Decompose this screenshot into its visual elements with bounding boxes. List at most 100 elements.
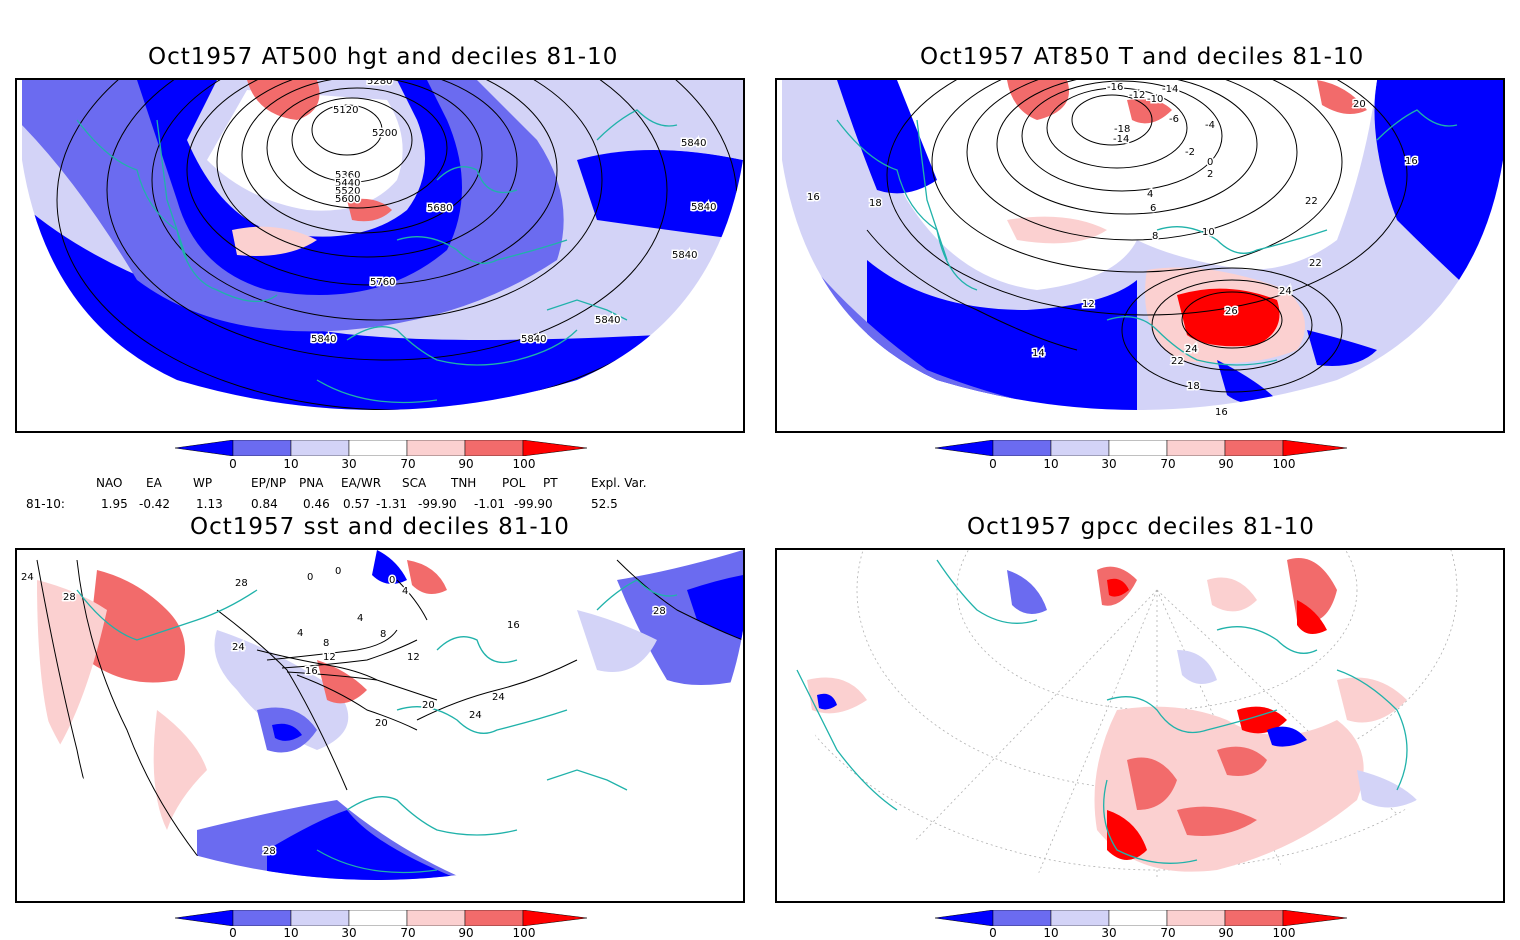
colorbar-segment	[348, 910, 408, 926]
colorbar-segment	[1050, 440, 1110, 456]
contour-label: 5360	[335, 170, 360, 181]
colorbar-segment	[348, 440, 408, 456]
contour-label: 4	[402, 586, 408, 597]
contour-label: 5840	[691, 202, 716, 213]
colorbar-tick-label: 30	[1101, 926, 1117, 940]
colorbar-segment	[1108, 440, 1168, 456]
colorbar-tick-label: 100	[1272, 457, 1296, 471]
colorbar-tick-label: 0	[229, 926, 237, 940]
colorbar-tick-label: 70	[1160, 926, 1176, 940]
colorbar-tick-label: 0	[229, 457, 237, 471]
decile-fill	[807, 558, 1417, 872]
map-panel-hgt500: 5120 5200 5280 5360 5440 5520 5600 5680 …	[15, 78, 745, 433]
contour-label: 5520	[335, 186, 360, 197]
index-row-label: 81-10:	[26, 497, 65, 511]
coastlines	[836, 109, 1458, 366]
index-value: -1.01	[474, 497, 506, 511]
index-header: NAO	[96, 476, 123, 490]
colorbar-arrow-low	[175, 910, 234, 926]
colorbar-tick-label: 0	[989, 926, 997, 940]
contour-label: 22	[1309, 258, 1322, 269]
colorbar-segment	[290, 910, 350, 926]
coastlines	[796, 559, 1408, 864]
index-header: PT	[543, 476, 558, 490]
colorbar-tick-label: 30	[341, 457, 357, 471]
contour-label: 5760	[370, 277, 395, 288]
contour-label: -4	[1205, 120, 1215, 131]
contour-label: -6	[1169, 114, 1179, 125]
colorbar-segment	[1050, 910, 1110, 926]
colorbar-tick-label: 30	[341, 926, 357, 940]
colorbar-svg	[935, 440, 1347, 456]
contour-label: 16	[807, 192, 820, 203]
index-value: 0.57	[343, 497, 370, 511]
contour-label: 18	[869, 198, 882, 209]
colorbar-tick-label: 10	[1043, 926, 1059, 940]
contour-label: 5840	[595, 315, 620, 326]
colorbar-segment	[1224, 910, 1284, 926]
colorbar-1	[175, 440, 587, 456]
contour-label: -10	[1147, 94, 1163, 105]
contour-label: 28	[63, 592, 76, 603]
colorbar-svg	[935, 910, 1347, 926]
colorbar-segment	[1224, 440, 1284, 456]
index-header: PNA	[299, 476, 324, 490]
contour-label: 5280	[367, 80, 392, 87]
colorbar-tick-label: 90	[1218, 926, 1234, 940]
contour-label: 24	[1279, 286, 1292, 297]
contour-label: 5200	[372, 128, 397, 139]
colorbar-tick-label: 90	[458, 457, 474, 471]
contour-label: 5120	[333, 105, 358, 116]
contour-label: 5840	[672, 250, 697, 261]
colorbar-segment	[992, 910, 1052, 926]
contour-label: 5600	[335, 194, 360, 205]
colorbar-segment	[232, 440, 292, 456]
colorbar-segment	[992, 440, 1052, 456]
contour-label: 26	[1225, 306, 1238, 317]
index-header: Expl. Var.	[591, 476, 647, 490]
colorbar-tick-label: 10	[1043, 457, 1059, 471]
contour-label: -2	[1185, 147, 1195, 158]
map-panel-t850: -16 -14 -12 -10 -6 -4 -2 0 2 4 6 8 10 12…	[775, 78, 1505, 433]
contour-label: 8	[380, 629, 386, 640]
colorbar-arrow-high	[522, 910, 587, 926]
decile-fill	[22, 80, 743, 410]
contour-label: 28	[263, 846, 276, 857]
contour-label: 4	[1147, 189, 1153, 200]
contour-label: 12	[407, 652, 420, 663]
contour-label: -16	[1107, 82, 1123, 93]
colorbar-segment	[1166, 440, 1226, 456]
colorbar-segment	[464, 910, 524, 926]
contour-label: 5680	[427, 203, 452, 214]
contour-label: 14	[1032, 348, 1045, 359]
colorbar-segment	[464, 440, 524, 456]
contour-label: 16	[1215, 407, 1228, 418]
contour-label: -14	[1162, 84, 1178, 95]
contour-label: 4	[357, 613, 363, 624]
panel-3-title: Oct1957 sst and deciles 81-10	[190, 514, 570, 540]
index-header: EA/WR	[341, 476, 382, 490]
contour-label: 0	[335, 566, 341, 577]
colorbar-tick-label: 90	[1218, 457, 1234, 471]
contour-label: 24	[469, 710, 482, 721]
colorbar-2	[935, 440, 1347, 456]
t850-map-svg: -16 -14 -12 -10 -6 -4 -2 0 2 4 6 8 10 12…	[782, 80, 1503, 420]
index-header: TNH	[451, 476, 477, 490]
contour-label: 20	[422, 700, 435, 711]
index-value: -99.90	[418, 497, 457, 511]
contour-label: 5840	[521, 334, 546, 345]
index-header: SCA	[402, 476, 427, 490]
contour-label: 16	[305, 666, 318, 677]
contour-label: 22	[1171, 356, 1184, 367]
contour-label: 24	[1185, 344, 1198, 355]
contour-label: 5440	[335, 178, 360, 189]
index-value: 52.5	[591, 497, 618, 511]
index-header: EA	[146, 476, 162, 490]
colorbar-tick-label: 10	[283, 457, 299, 471]
colorbar-segment	[1166, 910, 1226, 926]
index-header: EP/NP	[251, 476, 287, 490]
colorbar-tick-label: 70	[1160, 457, 1176, 471]
index-value: 1.13	[196, 497, 223, 511]
index-value: 1.95	[101, 497, 128, 511]
colorbar-4	[935, 910, 1347, 926]
